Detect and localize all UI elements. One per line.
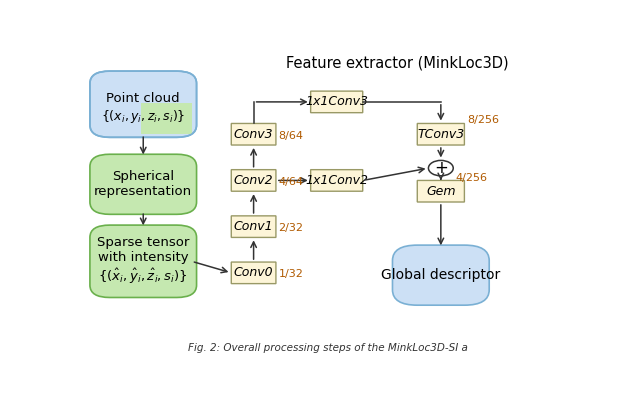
Text: Conv3: Conv3 [234, 128, 273, 141]
FancyBboxPatch shape [417, 124, 465, 145]
FancyBboxPatch shape [310, 91, 363, 113]
FancyBboxPatch shape [90, 71, 196, 137]
Text: 4/64: 4/64 [278, 177, 303, 187]
FancyBboxPatch shape [90, 154, 196, 214]
FancyBboxPatch shape [392, 245, 489, 305]
Text: Gem: Gem [426, 185, 456, 198]
Text: +: + [434, 159, 448, 177]
Text: 8/256: 8/256 [467, 115, 499, 125]
Text: 1/32: 1/32 [278, 269, 303, 279]
FancyBboxPatch shape [231, 124, 276, 145]
Text: Conv0: Conv0 [234, 266, 273, 279]
FancyBboxPatch shape [417, 180, 465, 202]
FancyBboxPatch shape [90, 225, 196, 298]
FancyBboxPatch shape [231, 216, 276, 238]
FancyBboxPatch shape [310, 170, 363, 191]
Text: Fig. 2: Overall processing steps of the MinkLoc3D-SI a: Fig. 2: Overall processing steps of the … [188, 343, 468, 353]
Text: Spherical
representation: Spherical representation [94, 170, 192, 198]
Text: TConv3: TConv3 [417, 128, 465, 141]
FancyBboxPatch shape [141, 103, 191, 134]
Text: Conv2: Conv2 [234, 174, 273, 187]
FancyBboxPatch shape [231, 170, 276, 191]
Text: $\{(x_i, y_i, z_i, s_i)\}$: $\{(x_i, y_i, z_i, s_i)\}$ [101, 108, 186, 125]
Text: 4/256: 4/256 [456, 173, 488, 183]
Text: Feature extractor (MinkLoc3D): Feature extractor (MinkLoc3D) [286, 56, 509, 71]
Text: Global descriptor: Global descriptor [381, 268, 500, 282]
Text: 1x1Conv2: 1x1Conv2 [305, 174, 368, 187]
FancyBboxPatch shape [231, 262, 276, 284]
Text: 2/32: 2/32 [278, 223, 303, 233]
Text: 8/64: 8/64 [278, 131, 303, 141]
Text: Conv1: Conv1 [234, 220, 273, 233]
Text: Point cloud: Point cloud [106, 92, 180, 104]
Text: Sparse tensor
with intensity
$\{(\hat{x}_i, \hat{y}_i, \hat{z}_i, s_i)\}$: Sparse tensor with intensity $\{(\hat{x}… [97, 236, 189, 286]
Text: 1x1Conv3: 1x1Conv3 [305, 95, 368, 108]
